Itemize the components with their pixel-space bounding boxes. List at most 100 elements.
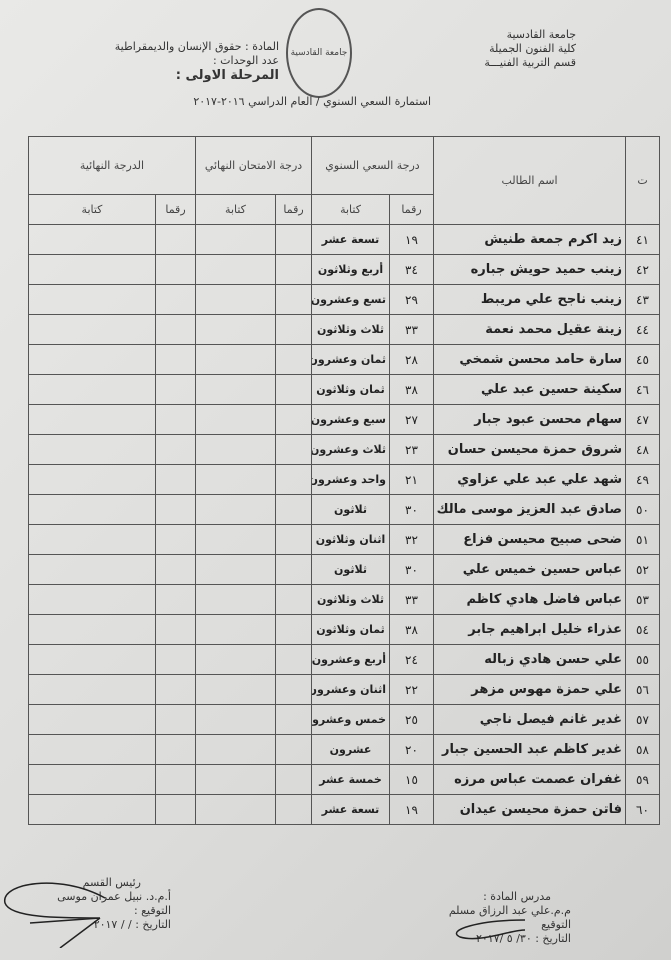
table-row: ٤٧ سهام محسن عبود جبار ٢٧ سبع وعشرون — [28, 404, 660, 435]
cell-digits: ١٥ — [389, 764, 434, 795]
cell-words: أربع وعشرون — [311, 644, 390, 675]
empty-cell — [194, 404, 277, 435]
empty-cell — [28, 494, 156, 525]
empty-cell — [194, 254, 277, 285]
empty-cell — [275, 404, 312, 435]
cell-words: عشرون — [311, 734, 390, 765]
cell-words: ثلاث وعشرون — [311, 434, 390, 465]
empty-cell — [28, 524, 156, 555]
empty-cell — [194, 674, 277, 705]
empty-cell — [194, 644, 277, 675]
empty-cell — [194, 344, 277, 375]
cell-no: ٤٣ — [625, 284, 660, 315]
empty-cell — [28, 374, 156, 405]
units: عدد الوحدات : — [212, 54, 279, 67]
header-final: الدرجة النهائية — [28, 136, 196, 195]
empty-cell — [154, 524, 196, 555]
empty-cell — [28, 704, 156, 735]
university-block: جامعة القادسية كلية الفنون الجميلة قسم ا… — [484, 28, 576, 70]
cell-no: ٥٥ — [625, 644, 660, 675]
table-row: ٥٦ علي حمزة مهوس مزهر ٢٢ اثنان وعشرون — [28, 674, 660, 705]
table-row: ٥٠ صادق عبد العزيز موسى مالك ٣٠ ثلاثون — [28, 494, 660, 525]
empty-cell — [28, 254, 156, 285]
cell-words: اثنان وعشرون — [311, 674, 390, 705]
empty-cell — [275, 764, 312, 795]
stage: المرحلة الاولى : — [175, 68, 279, 83]
empty-cell — [275, 614, 312, 645]
cell-digits: ٢٤ — [389, 644, 434, 675]
table-row: ٤٢ زينب حميد حويش جباره ٣٤ أربع وثلاثون — [28, 254, 660, 285]
cell-name: شروق حمزة محيسن حسان — [433, 434, 626, 465]
empty-cell — [154, 434, 196, 465]
cell-words: أربع وثلاثون — [311, 254, 390, 285]
cell-name: فاتن حمزة محيسن عيدان — [433, 794, 626, 825]
empty-cell — [275, 794, 312, 825]
empty-cell — [154, 254, 196, 285]
empty-cell — [28, 314, 156, 345]
empty-cell — [154, 764, 196, 795]
teacher-block: مدرس المادة : م.م.علي عبد الرزاق مسلم ال… — [449, 890, 571, 946]
empty-cell — [194, 374, 277, 405]
form-title: استمارة السعي السنوي / العام الدراسي ٢٠١… — [193, 95, 431, 108]
cell-digits: ٢١ — [389, 464, 434, 495]
empty-cell — [154, 644, 196, 675]
cell-no: ٤١ — [625, 224, 660, 255]
empty-cell — [275, 284, 312, 315]
table-row: ٥٣ عباس فاضل هادي كاظم ٣٣ ثلاث وثلاثون — [28, 584, 660, 615]
empty-cell — [28, 344, 156, 375]
cell-words: تسعة عشر — [311, 224, 390, 255]
empty-cell — [28, 614, 156, 645]
cell-name: زينب ناجح علي مريبط — [433, 284, 626, 315]
empty-cell — [154, 374, 196, 405]
table-row: ٤٣ زينب ناجح علي مريبط ٢٩ تسع وعشرون — [28, 284, 660, 315]
cell-no: ٥٢ — [625, 554, 660, 585]
cell-name: عذراء خليل ابراهيم جابر — [433, 614, 626, 645]
table-row: ٥٤ عذراء خليل ابراهيم جابر ٣٨ ثمان وثلاثون — [28, 614, 660, 645]
empty-cell — [28, 734, 156, 765]
empty-cell — [28, 434, 156, 465]
empty-cell — [154, 344, 196, 375]
cell-digits: ٣٤ — [389, 254, 434, 285]
empty-cell — [275, 344, 312, 375]
table-row: ٤٥ سارة حامد محسن شمخي ٢٨ ثمان وعشرون — [28, 344, 660, 375]
empty-cell — [194, 494, 277, 525]
empty-cell — [194, 284, 277, 315]
cell-no: ٥٩ — [625, 764, 660, 795]
cell-digits: ٢٨ — [389, 344, 434, 375]
cell-words: ثلاثون — [311, 554, 390, 585]
teacher-signature-label: التوقيع — [541, 918, 571, 931]
empty-cell — [275, 464, 312, 495]
cell-no: ٦٠ — [625, 794, 660, 825]
cell-name: سكينة حسين عبد علي — [433, 374, 626, 405]
cell-words: تسع وعشرون — [311, 284, 390, 315]
cell-no: ٥٠ — [625, 494, 660, 525]
empty-cell — [154, 464, 196, 495]
empty-cell — [275, 254, 312, 285]
empty-cell — [275, 644, 312, 675]
cell-name: زينة عقيل محمد نعمة — [433, 314, 626, 345]
empty-cell — [28, 404, 156, 435]
cell-name: غدير كاظم عبد الحسين جبار — [433, 734, 626, 765]
cell-digits: ٣٠ — [389, 554, 434, 585]
university: جامعة القادسية — [506, 28, 576, 41]
signature-teacher — [455, 919, 526, 940]
cell-no: ٥١ — [625, 524, 660, 555]
table-row: ٤٤ زينة عقيل محمد نعمة ٣٣ ثلاث وثلاثون — [28, 314, 660, 345]
cell-digits: ٢٢ — [389, 674, 434, 705]
cell-name: سارة حامد محسن شمخي — [433, 344, 626, 375]
empty-cell — [28, 794, 156, 825]
empty-cell — [28, 644, 156, 675]
cell-no: ٥٤ — [625, 614, 660, 645]
department: قسم التربية الفنيـــة — [484, 56, 576, 69]
cell-digits: ٣٣ — [389, 584, 434, 615]
cell-words: ثلاث وثلاثون — [311, 314, 390, 345]
header-words: كتابة — [194, 194, 277, 225]
head-name: أ.م.د. نبيل عمران موسى — [57, 890, 171, 903]
empty-cell — [154, 404, 196, 435]
cell-name: عباس فاضل هادي كاظم — [433, 584, 626, 615]
teacher-date: التاريخ : ٣٠/ ٥ /٢٠١٧ — [475, 932, 571, 945]
empty-cell — [28, 674, 156, 705]
cell-digits: ٣٨ — [389, 614, 434, 645]
cell-words: ثلاث وثلاثون — [311, 584, 390, 615]
empty-cell — [154, 584, 196, 615]
